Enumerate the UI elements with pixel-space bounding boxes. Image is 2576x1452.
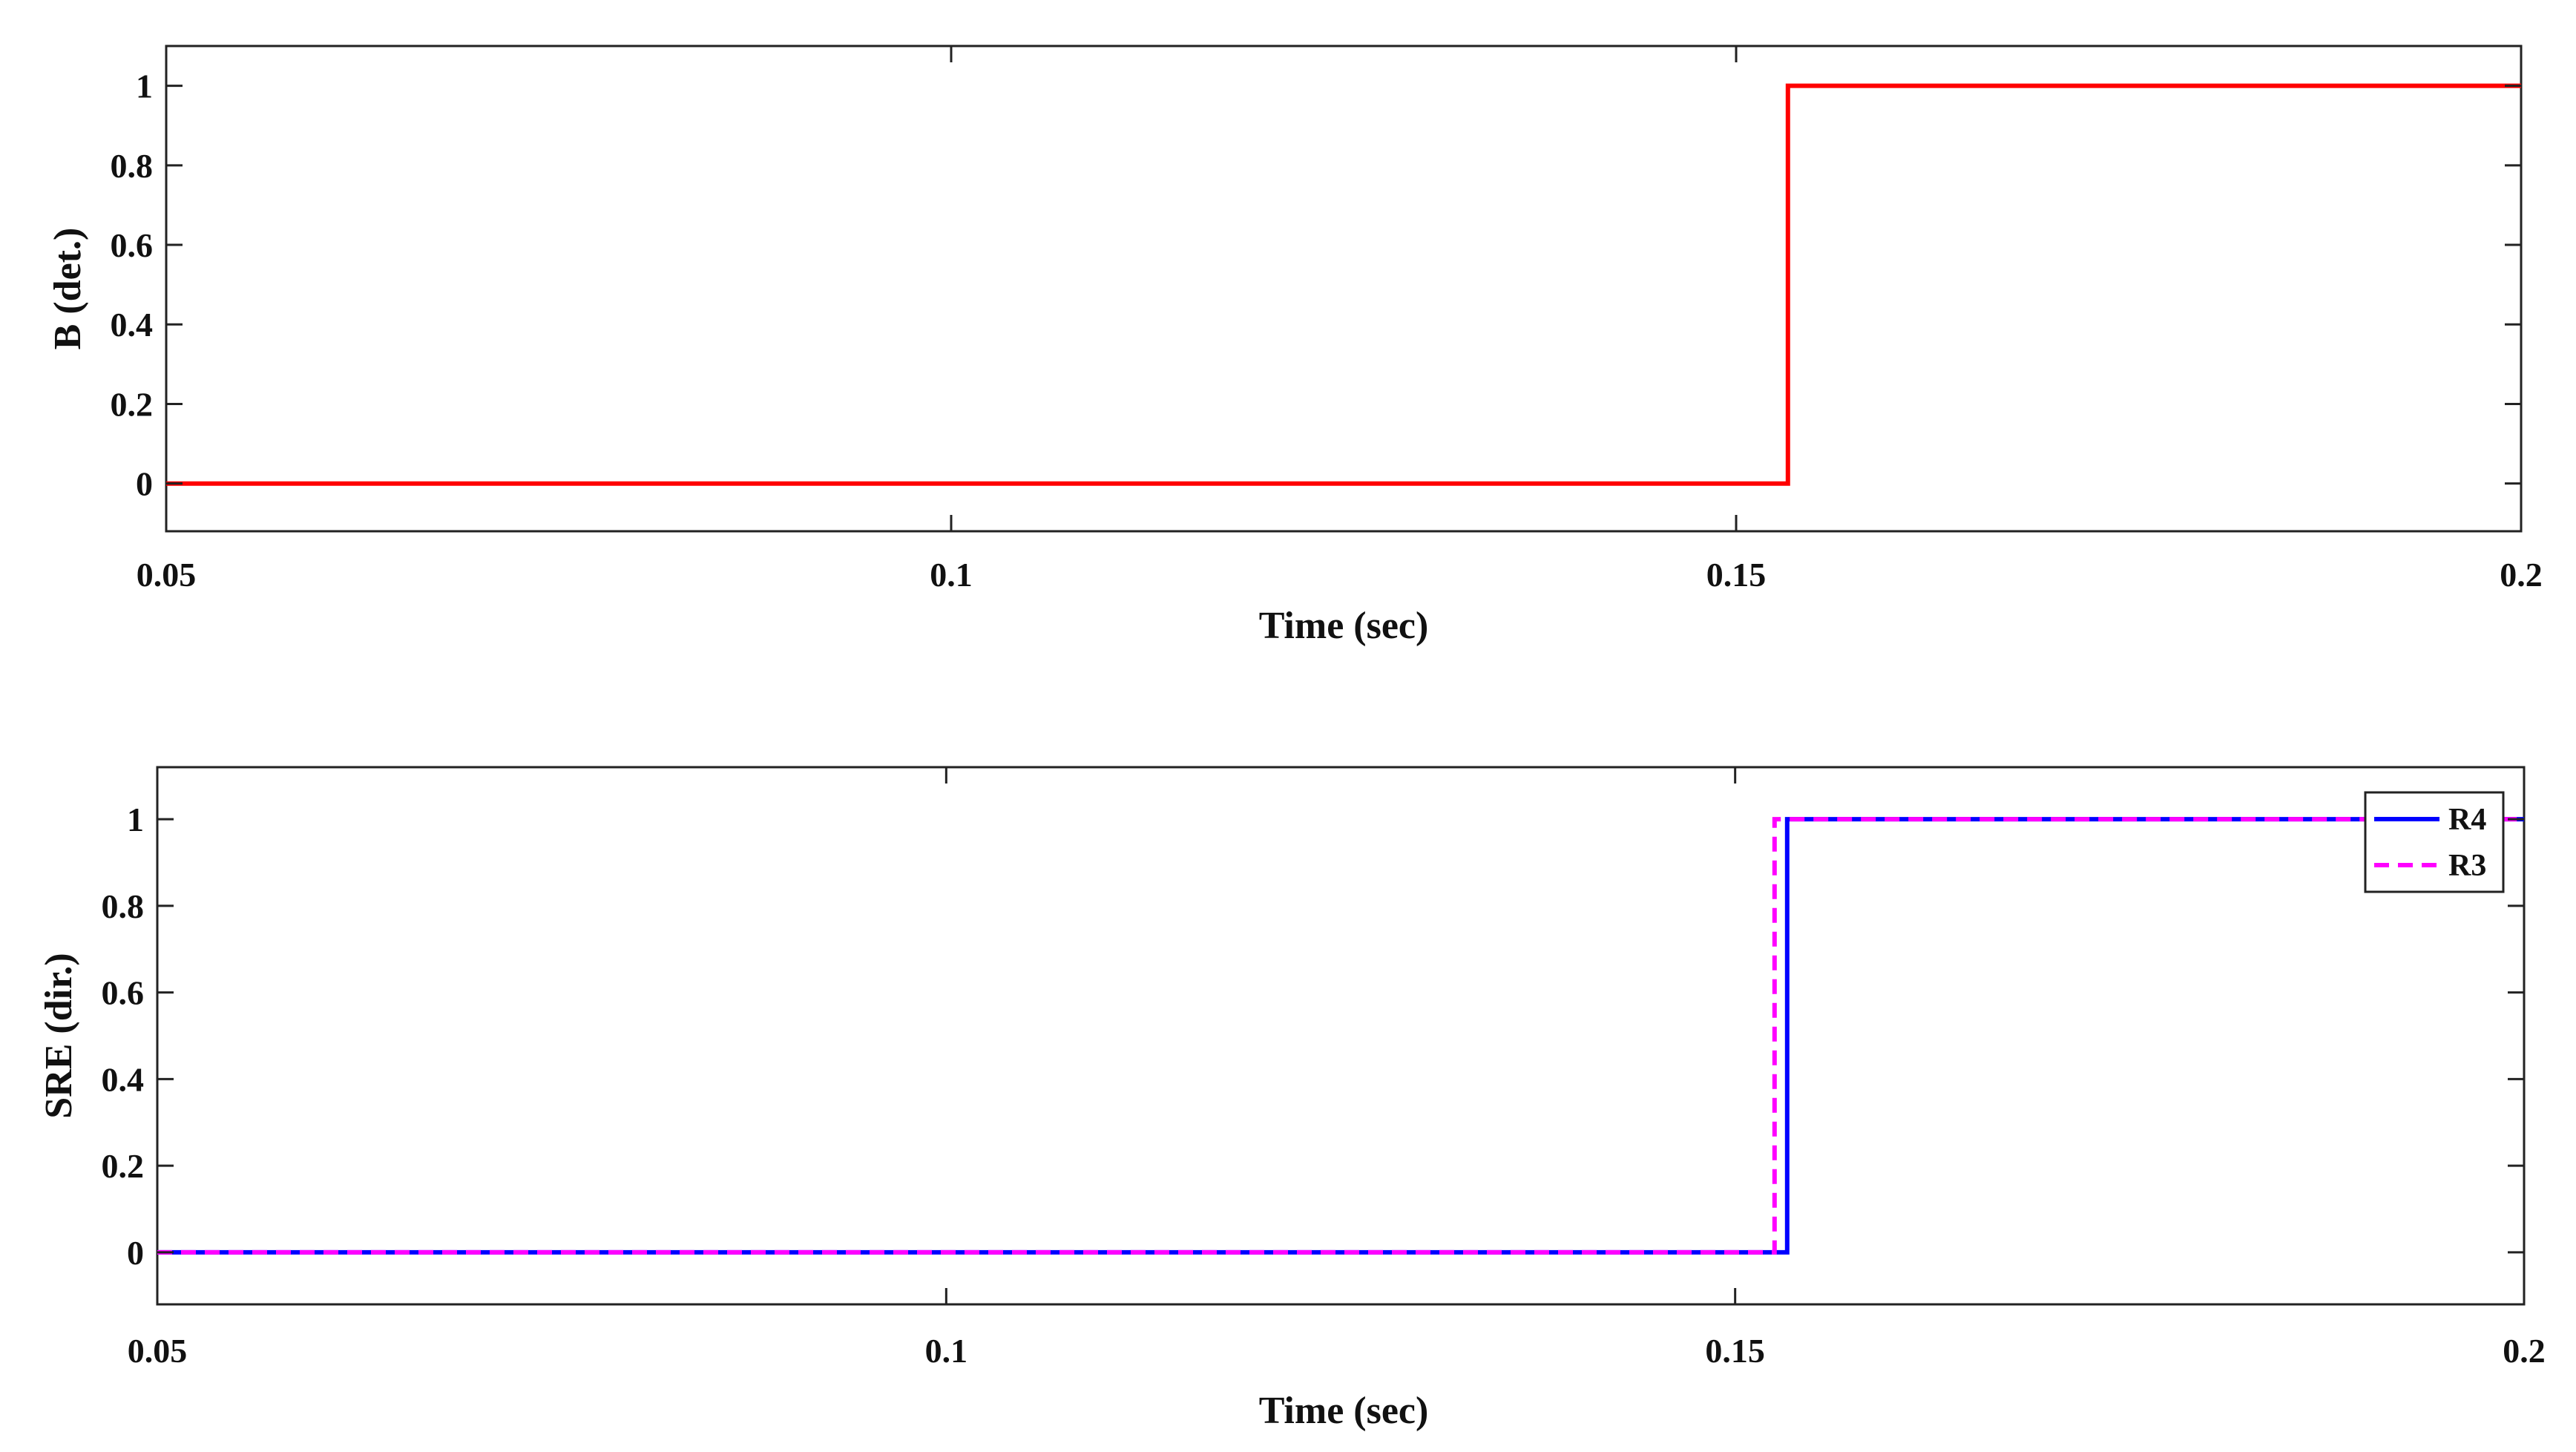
y-tick-label-bottom: 1 [127, 801, 144, 838]
series-line-top-0 [166, 83, 2521, 486]
x-tick-label-bottom: 0.1 [925, 1332, 968, 1370]
x-tick-label-bottom: 0.15 [1705, 1332, 1765, 1370]
series-line-bottom-r3 [157, 817, 2524, 1255]
legend-label-r3: R3 [2448, 849, 2486, 883]
y-axis-title-bottom: SRE (dir.) [38, 953, 80, 1118]
y-tick-label-bottom: 0.2 [102, 1147, 145, 1185]
y-tick-label-top: 0.6 [111, 226, 154, 264]
y-tick-label-bottom: 0.4 [102, 1060, 145, 1098]
legend: R4 R3 [2364, 791, 2505, 893]
x-tick-label-top: 0.05 [137, 556, 197, 594]
x-tick-label-top: 0.2 [2500, 556, 2543, 594]
y-tick-label-top: 0.2 [111, 385, 154, 423]
x-axis-title-top: Time (sec) [1259, 605, 1429, 647]
y-tick-label-bottom: 0.8 [102, 887, 145, 925]
legend-label-r4: R4 [2448, 803, 2486, 837]
chart-top: 0.05 0.1 0.15 0.200.20.40.60.81 Time (sec) … [47, 45, 2543, 647]
y-tick-label-top: 0 [136, 465, 153, 503]
series-group-bottom [157, 817, 2524, 1255]
x-tick-label-bottom: 0.05 [128, 1332, 188, 1370]
series-group-top [166, 83, 2521, 486]
y-tick-label-top: 1 [136, 68, 153, 105]
ticks-group-bottom: 0.05 0.1 0.15 0.2 0 0.2 0.4 0.6 0.8 1 [102, 767, 2546, 1370]
chart-bottom: 0.05 0.1 0.15 0.200.20.40.60.81 Time (sec) … [38, 766, 2546, 1432]
y-tick-label-top: 0.8 [111, 147, 154, 185]
y-tick-label-top: 0.4 [111, 306, 154, 344]
x-axis-title-bottom: Time (sec) [1259, 1390, 1429, 1432]
y-tick-label-bottom: 0 [127, 1234, 144, 1272]
plot-area-top [165, 45, 2523, 533]
y-tick-label-bottom: 0.6 [102, 974, 145, 1012]
ticks-group-top: 0.05 0.1 0.15 0.2 0 0.2 0.4 0.6 0.8 1 [111, 46, 2543, 594]
plot-area-bottom [156, 766, 2526, 1306]
x-tick-label-top: 0.15 [1706, 556, 1767, 594]
x-tick-label-top: 0.1 [930, 556, 973, 594]
x-tick-label-bottom: 0.2 [2503, 1332, 2546, 1370]
legend-box [2364, 791, 2505, 893]
y-axis-title-top: B (det.) [47, 228, 89, 350]
